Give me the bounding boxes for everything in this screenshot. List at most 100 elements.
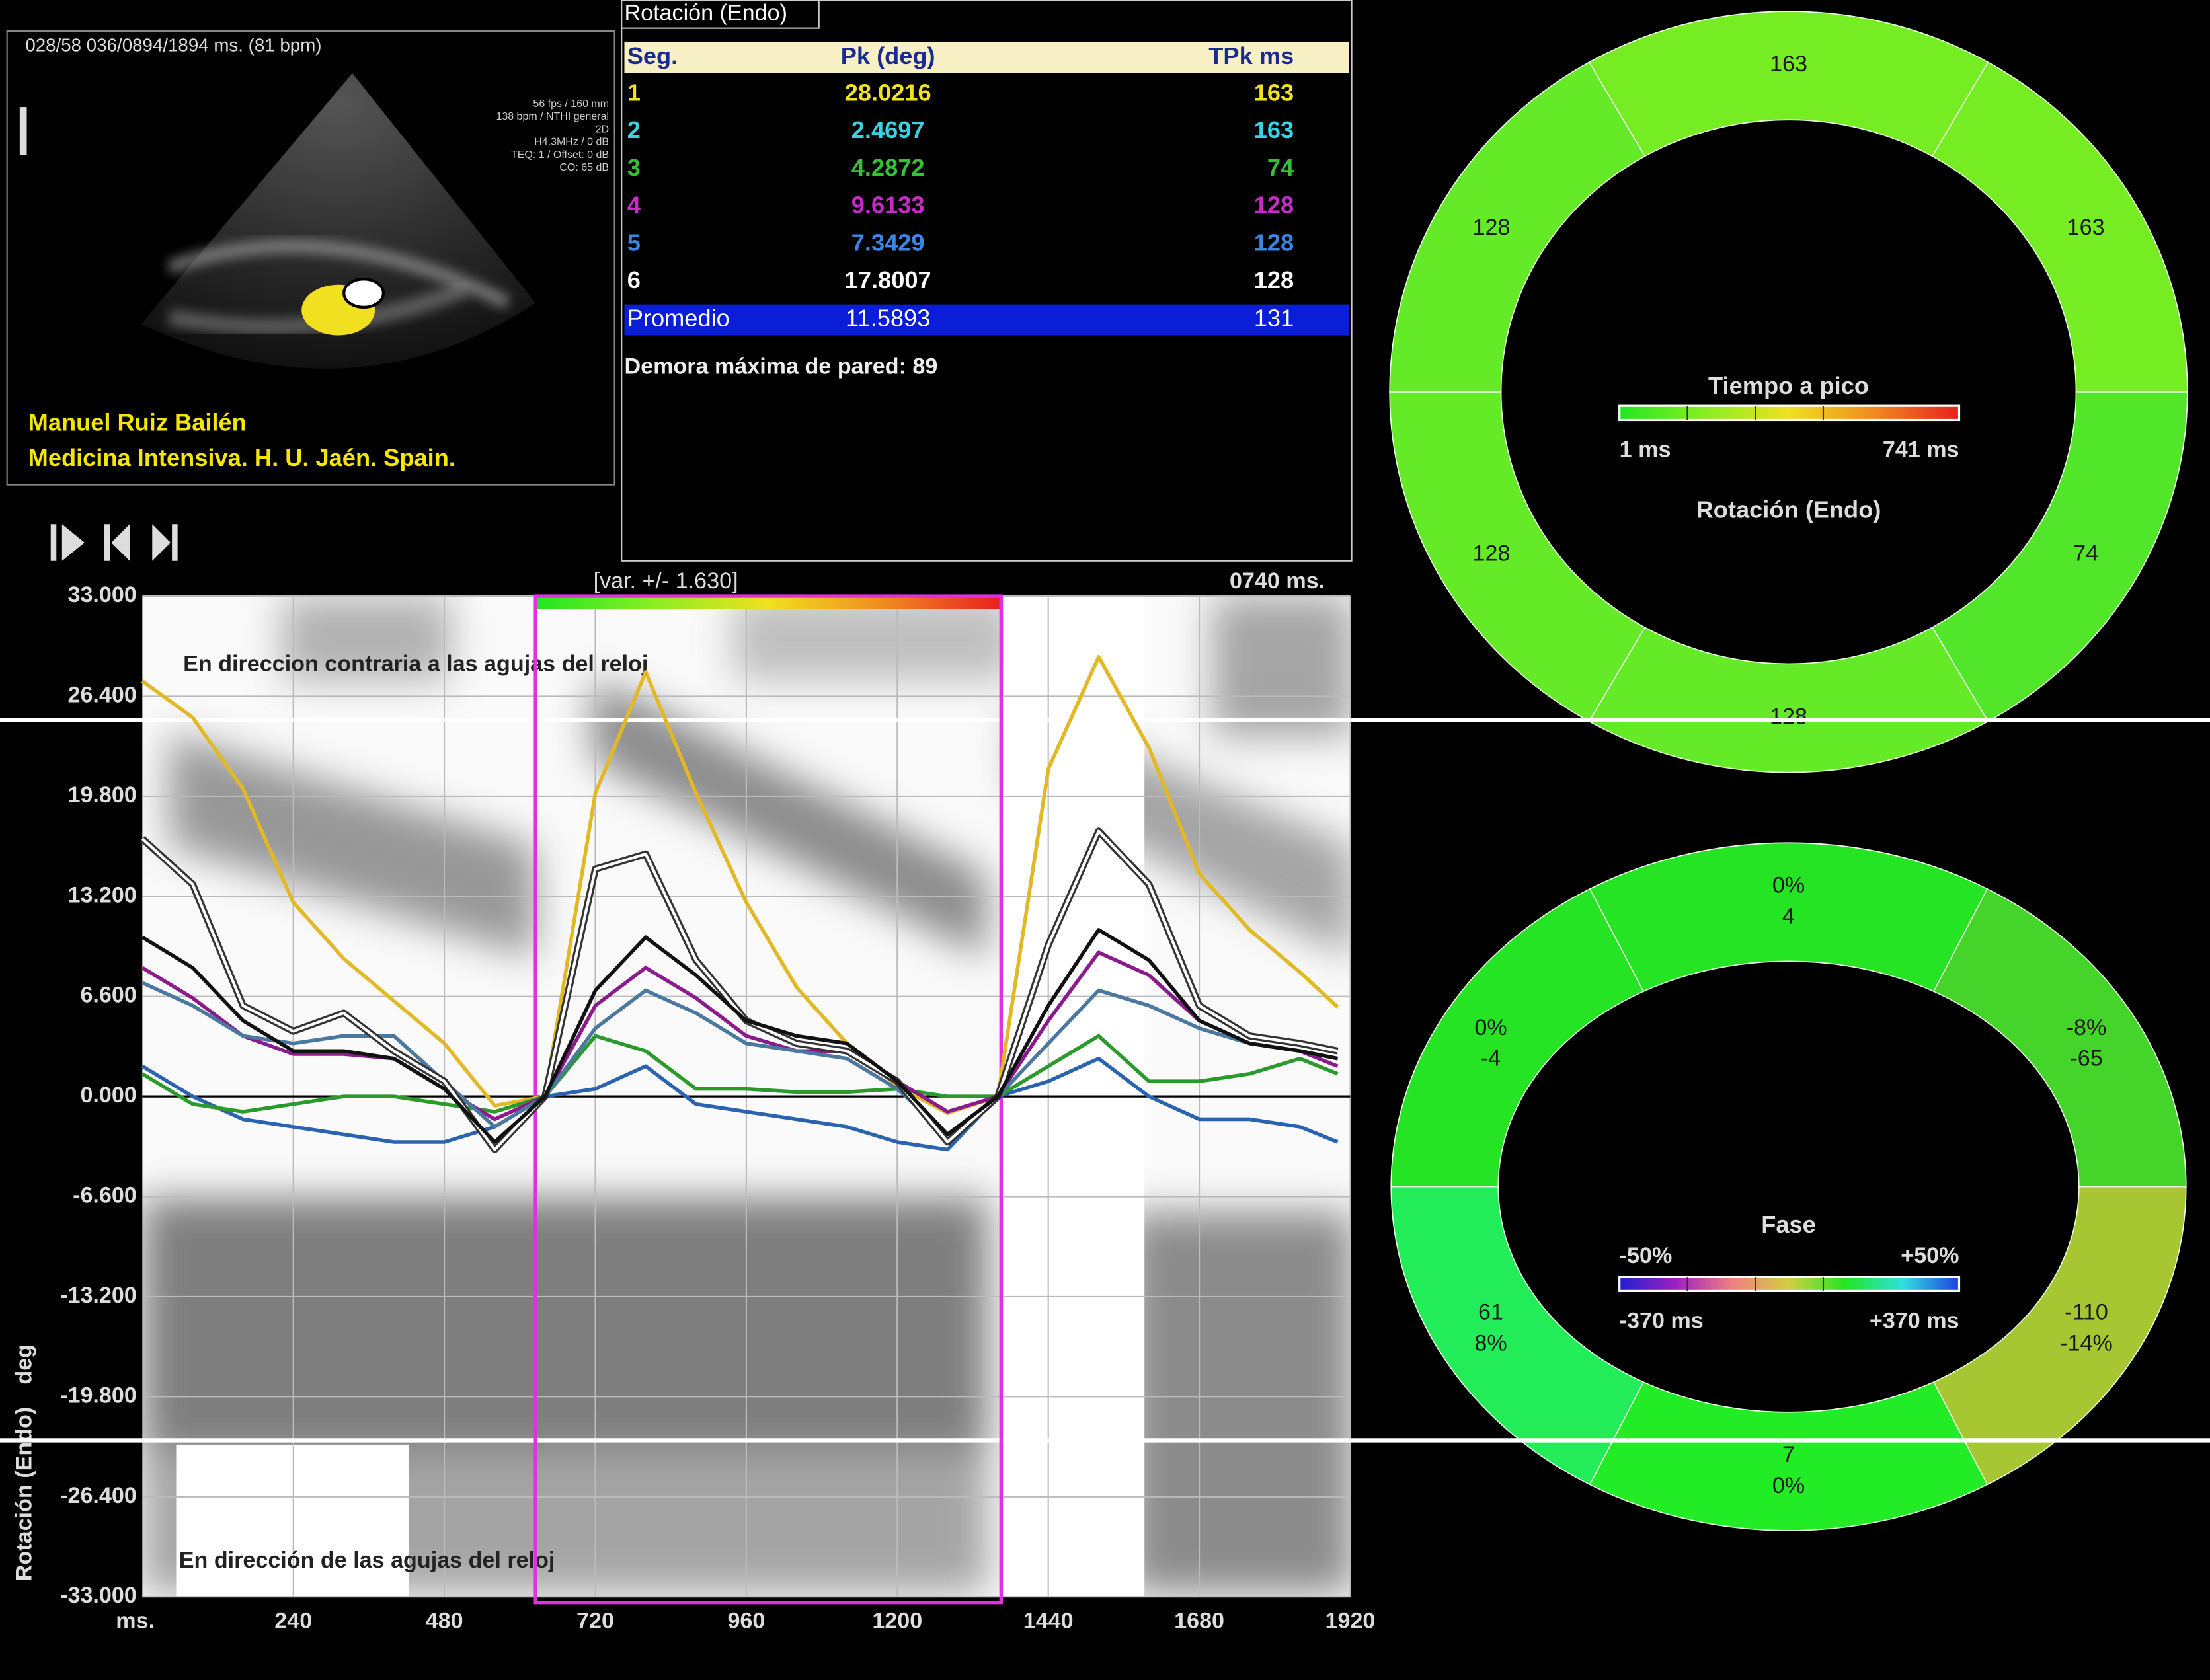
y-axis-label: Rotación (Endo) [11,1407,36,1581]
table-cell: 128 [1254,229,1294,256]
table-cell: 3 [627,154,641,181]
y-tick-label: 33.000 [67,582,136,607]
echo-parameter: 138 bpm / NTHI general [496,111,609,122]
column-header: Pk (deg) [841,42,935,69]
x-tick-label: 1440 [1023,1609,1074,1634]
table-cell: 128 [1254,192,1294,219]
segment-label: 74 [2073,541,2098,566]
y-tick-label: -26.400 [60,1483,137,1508]
x-tick-label: 1200 [872,1609,922,1634]
table-cell: 9.6133 [851,192,925,219]
segment-label: 163 [2067,215,2105,240]
table-title: Rotación (Endo) [624,0,787,25]
table-cell: 17.8007 [845,266,931,293]
author: Manuel Ruiz Bailén [28,408,247,436]
legend-min: 1 ms [1620,437,1671,462]
y-tick-label: 13.200 [67,882,136,907]
series-line [141,928,1339,1144]
results-table: Rotación (Endo) Seg. Pk (deg) TPk ms 1 28.02… [621,0,1353,562]
segment-label: -4 [1481,1046,1501,1071]
rotation-chart [142,595,1351,1598]
table-cell: 4.2872 [851,154,925,181]
y-tick-label: -19.800 [60,1383,137,1408]
column-header: Seg. [627,42,678,69]
legend-title: Fase [1761,1211,1816,1238]
echo-parameter: TEQ: 1 / Offset: 0 dB [511,149,609,161]
table-cell: 4 [627,192,641,219]
echo-header: 028/58 036/0894/1894 ms. (81 bpm) [25,35,321,56]
segment-label: 0% [1772,872,1805,897]
segment-label: 4 [1782,903,1795,929]
segment-label: -8% [2067,1015,2107,1040]
series-line [141,950,1339,1122]
y-tick-label: 26.400 [67,682,136,707]
texture [1127,1211,1351,1593]
segment-label: -65 [2070,1046,2102,1071]
segment-label: 0% [1474,1015,1507,1040]
x-tick-label: 960 [727,1609,765,1634]
x-tick-label: 1680 [1174,1609,1224,1634]
table-cell: Promedio [627,305,730,332]
legend-colorbar [1618,404,1961,422]
step-forward-button[interactable] [152,524,178,561]
segment-label: -110 [2065,1300,2108,1325]
step-back-button[interactable] [104,524,130,561]
table-cell: 163 [1254,116,1294,143]
legend-time-min: -370 ms [1620,1308,1704,1333]
echo-scale [19,107,27,155]
echo-parameter: 2D [596,124,609,135]
table-cell: 131 [1254,305,1294,332]
y-tick-label: -33.000 [60,1583,137,1608]
x-tick-label: 720 [576,1609,614,1634]
legend-max: 741 ms [1883,437,1959,462]
legend-min: -50% [1620,1243,1673,1268]
legend-colorbar [1618,1276,1961,1293]
segment-label: 0% [1772,1473,1805,1498]
x-tick-label: 240 [274,1609,312,1634]
segment-label: 128 [1472,215,1510,240]
x-tick-label: 480 [426,1609,463,1634]
table-cell: 2 [627,116,641,143]
y-tick-label: 19.800 [67,783,136,808]
table-cell: 7.3429 [851,229,925,256]
segment-label: 128 [1472,541,1510,566]
table-frame [621,0,1353,562]
texture [282,596,452,681]
y-tick-label: 0.000 [80,1083,136,1108]
segment-label: 61 [1478,1300,1503,1325]
segment-label: 163 [1770,52,1807,77]
echo-parameter: CO: 65 dB [559,162,609,173]
table-cell: 11.5893 [846,305,930,332]
legend-time-max: +370 ms [1870,1308,1959,1333]
echo-roi [342,278,385,309]
y-tick-label: 6.600 [80,983,136,1008]
table-title-box [621,0,820,29]
table-cell: 6 [627,266,641,293]
series-line [141,654,1339,1116]
table-cell: 74 [1267,154,1294,181]
table-cell: 28.0216 [845,79,931,106]
table-cell: 1 [627,79,641,106]
average-row [624,304,1349,336]
echo-panel: 028/58 036/0894/1894 ms. (81 bpm) 56 fps… [6,30,615,486]
play-button[interactable] [50,524,85,561]
time-label: 0740 ms. [1230,568,1325,593]
affiliation: Medicina Intensiva. H. U. Jaén. Spain. [28,444,455,471]
texture [732,596,1015,681]
texture [142,1198,988,1452]
table-footer: Demora máxima de pared: 89 [624,354,937,379]
ring-segment [1389,61,1646,393]
upper-note: En direccion contraria a las agujas del … [183,652,648,677]
echo-parameter: H4.3MHz / 0 dB [534,137,609,148]
echo-parameter: 56 fps / 160 mm [533,98,609,110]
table-header [624,42,1349,73]
segment-label: 7 [1782,1442,1795,1467]
x-axis-label: ms. [116,1609,155,1634]
segment-label: 8% [1474,1330,1507,1355]
note-box [176,1444,409,1597]
window-bar [535,597,1002,609]
ring-segment [1390,888,1645,1188]
series-line [141,1056,1339,1152]
legend-max: +50% [1901,1243,1959,1268]
